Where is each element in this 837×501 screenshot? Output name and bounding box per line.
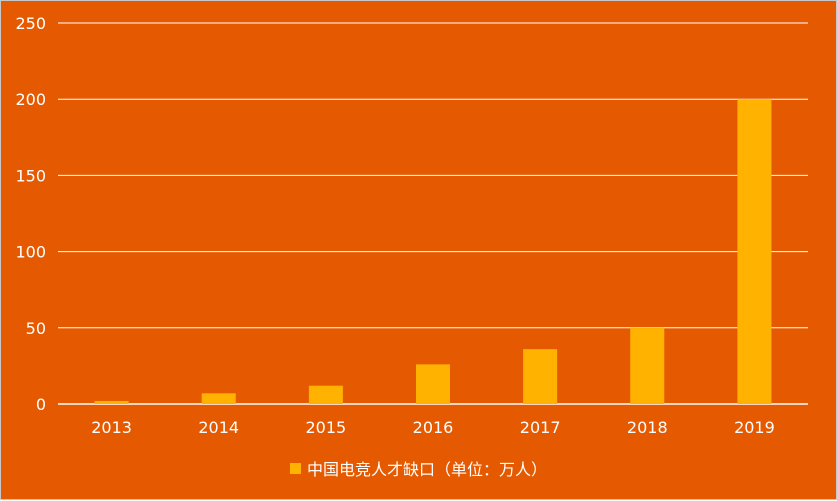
y-tick-label: 200 [15,90,46,109]
bar-2018 [630,327,665,404]
legend: 中国电竞人才缺口（单位：万人） [1,456,836,480]
legend-label: 中国电竞人才缺口（单位：万人） [306,460,547,479]
x-tick-label: 2019 [734,418,775,437]
bars [94,99,772,404]
bar-2016 [416,364,450,404]
y-axis-ticks: 0 50 100 150 200 250 [15,14,46,414]
y-tick-label: 250 [15,14,46,33]
gridlines [58,22,808,405]
x-tick-label: 2016 [413,418,454,437]
bar-2013 [94,400,129,404]
x-axis-ticks: 2013 2014 2015 2016 2017 2018 2019 [91,418,775,437]
legend-swatch [289,462,301,474]
x-tick-label: 2018 [627,418,668,437]
x-tick-label: 2014 [198,418,239,437]
x-tick-label: 2013 [91,418,132,437]
y-tick-label: 50 [26,319,46,338]
bar-2014 [201,393,236,404]
bar-2015 [308,385,343,404]
y-tick-label: 100 [15,243,46,262]
x-tick-label: 2015 [305,418,346,437]
y-tick-label: 0 [36,395,46,414]
bar-2017 [523,349,558,404]
bar-2019 [737,99,772,404]
y-tick-label: 150 [15,166,46,185]
x-tick-label: 2017 [520,418,561,437]
